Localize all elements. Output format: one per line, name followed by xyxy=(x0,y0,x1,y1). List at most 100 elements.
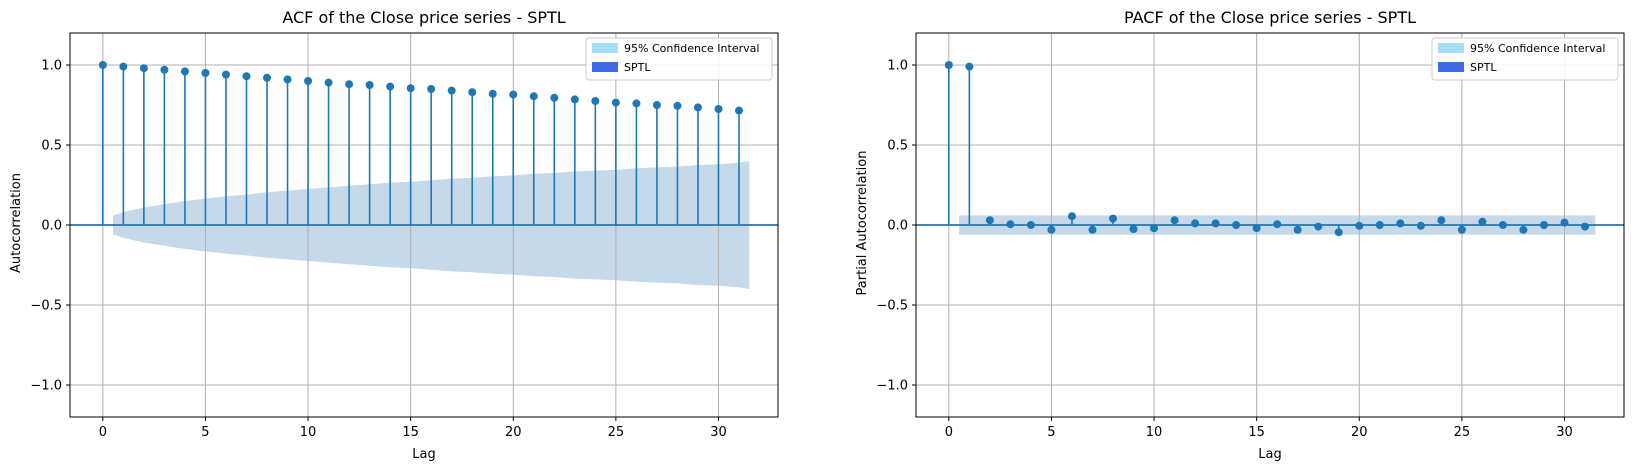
pacf-point xyxy=(1437,216,1446,225)
pacf-point xyxy=(1314,222,1323,231)
pacf-y-tick-label: −1.0 xyxy=(876,379,908,394)
acf-point xyxy=(139,64,148,73)
acf-point xyxy=(386,82,395,91)
acf-point xyxy=(735,106,744,115)
acf-chart: ACF of the Close price series - SPTL Lag… xyxy=(9,8,779,462)
acf-x-tick-label: 0 xyxy=(99,425,107,440)
acf-point xyxy=(160,65,169,74)
pacf-legend-ci-label: 95% Confidence Interval xyxy=(1470,42,1605,55)
pacf-point xyxy=(1273,220,1282,229)
acf-point xyxy=(447,86,456,95)
pacf-y-tick-label: 1.0 xyxy=(887,59,908,74)
pacf-legend-box xyxy=(1431,37,1619,81)
pacf-x-tick-label: 30 xyxy=(1556,425,1573,440)
pacf-point xyxy=(985,216,994,225)
pacf-legend-ci-swatch xyxy=(1438,43,1464,53)
pacf-point xyxy=(1375,221,1384,229)
acf-point xyxy=(673,101,682,110)
acf-point xyxy=(468,88,477,97)
pacf-point xyxy=(1191,219,1200,228)
pacf-y-axis-label: Partial Autocorrelation xyxy=(855,151,870,296)
pacf-point xyxy=(1006,220,1015,229)
acf-legend-box xyxy=(585,37,773,81)
acf-point xyxy=(529,92,538,101)
pacf-point xyxy=(1026,221,1035,229)
acf-point xyxy=(98,61,107,69)
pacf-legend-series-swatch xyxy=(1438,62,1464,72)
acf-point xyxy=(242,72,251,81)
pacf-point xyxy=(1519,225,1528,234)
pacf-point xyxy=(1396,219,1405,228)
pacf-point xyxy=(944,61,953,69)
acf-x-axis-label: Lag xyxy=(412,447,435,462)
pacf-point xyxy=(1067,212,1076,221)
pacf-point xyxy=(1170,216,1179,225)
acf-point xyxy=(427,85,436,93)
acf-point xyxy=(263,73,272,82)
acf-x-tick-label: 25 xyxy=(608,425,625,440)
pacf-point xyxy=(1539,221,1548,229)
pacf-x-tick-label: 0 xyxy=(945,425,953,440)
acf-point xyxy=(201,69,210,77)
pacf-point xyxy=(1293,225,1302,234)
acf-point xyxy=(714,105,723,113)
acf-point xyxy=(406,84,415,93)
pacf-point xyxy=(1498,221,1507,229)
acf-point xyxy=(221,70,230,79)
acf-point xyxy=(509,90,518,99)
pacf-x-tick-label: 5 xyxy=(1047,425,1055,440)
acf-point xyxy=(652,101,661,109)
acf-point xyxy=(591,97,600,105)
acf-x-tick-label: 15 xyxy=(402,425,419,440)
pacf-point xyxy=(1088,225,1097,234)
pacf-x-tick-label: 10 xyxy=(1146,425,1163,440)
pacf-y-tick-label: 0.5 xyxy=(887,139,908,154)
acf-point xyxy=(693,103,702,112)
pacf-point xyxy=(1150,224,1159,233)
acf-y-tick-label: −1.0 xyxy=(30,379,62,394)
acf-point xyxy=(611,98,620,107)
pacf-y-tick-label: 0.0 xyxy=(887,219,908,234)
acf-legend-ci-label: 95% Confidence Interval xyxy=(624,42,759,55)
pacf-point xyxy=(1355,221,1364,230)
pacf-point xyxy=(1560,218,1569,227)
pacf-legend-series-label: SPTL xyxy=(1470,61,1497,74)
pacf-point xyxy=(1457,225,1466,234)
pacf-x-tick-label: 20 xyxy=(1351,425,1368,440)
pacf-y-tick-label: −0.5 xyxy=(876,299,908,314)
acf-point xyxy=(488,89,497,98)
pacf-point xyxy=(1109,214,1118,223)
pacf-chart-title: PACF of the Close price series - SPTL xyxy=(1124,8,1416,27)
acf-chart-title: ACF of the Close price series - SPTL xyxy=(282,8,565,27)
acf-y-axis-label: Autocorrelation xyxy=(9,173,24,273)
acf-legend: 95% Confidence Interval SPTL xyxy=(585,37,773,81)
acf-legend-series-swatch xyxy=(592,62,618,72)
pacf-point xyxy=(1478,217,1487,226)
acf-x-tick-label: 20 xyxy=(505,425,522,440)
acf-point xyxy=(119,62,128,71)
pacf-chart: PACF of the Close price series - SPTL La… xyxy=(855,8,1625,462)
acf-point xyxy=(283,75,292,84)
pacf-point xyxy=(965,62,974,71)
pacf-point xyxy=(1252,224,1261,233)
acf-y-tick-label: −0.5 xyxy=(30,299,62,314)
acf-y-tick-label: 1.0 xyxy=(41,59,62,74)
pacf-point xyxy=(1416,221,1425,230)
acf-point xyxy=(180,67,189,76)
acf-point xyxy=(365,81,374,89)
acf-point xyxy=(632,99,641,108)
pacf-point xyxy=(1232,221,1241,229)
pacf-point xyxy=(1581,222,1590,231)
acf-x-tick-label: 5 xyxy=(201,425,209,440)
pacf-point xyxy=(1129,225,1138,233)
acf-y-tick-label: 0.0 xyxy=(41,219,62,234)
acf-x-tick-label: 10 xyxy=(300,425,317,440)
acf-x-tick-label: 30 xyxy=(710,425,727,440)
acf-legend-ci-swatch xyxy=(592,43,618,53)
acf-point xyxy=(304,77,313,85)
pacf-point xyxy=(1047,225,1056,234)
pacf-point xyxy=(1211,219,1220,228)
pacf-x-axis-label: Lag xyxy=(1258,447,1281,462)
acf-y-tick-label: 0.5 xyxy=(41,139,62,154)
